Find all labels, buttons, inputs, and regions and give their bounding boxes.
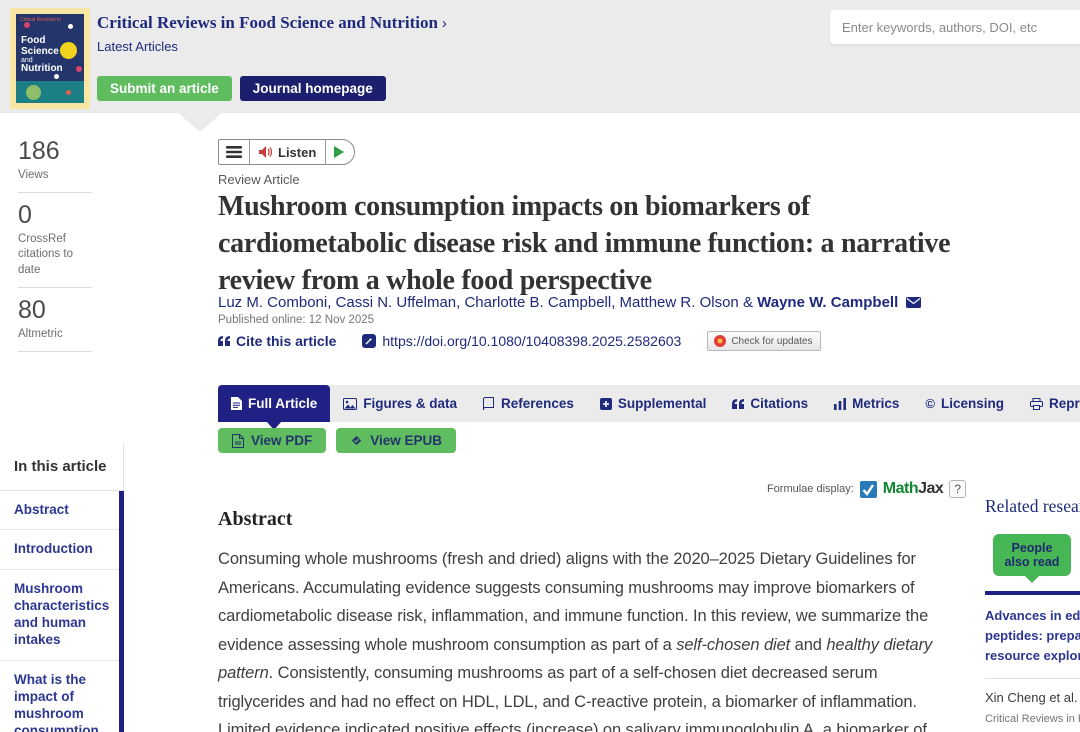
toc-item-mushroom-characteristics[interactable]: Mushroom characteristics and human intak… xyxy=(0,570,119,661)
tab-figures-data[interactable]: Figures & data xyxy=(330,385,470,422)
chevron-right-icon: › xyxy=(441,15,447,32)
related-article-link[interactable]: Advances in edible peptides: preparation… xyxy=(985,608,1080,664)
divider xyxy=(985,678,1080,680)
submit-article-button[interactable]: Submit an article xyxy=(97,76,232,101)
cover-dot xyxy=(66,90,71,95)
people-also-read-tab[interactable]: People also read xyxy=(993,534,1071,583)
authors[interactable]: Luz M. Comboni, Cassi N. Uffelman, Charl… xyxy=(218,294,739,311)
article-metrics: 186 Views 0 CrossRef citations to date 8… xyxy=(18,137,92,361)
cover-dot xyxy=(68,24,73,29)
views-label: Views xyxy=(18,166,92,194)
cover-dot xyxy=(60,42,77,59)
cover-dot xyxy=(24,22,30,28)
published-date: Published online: 12 Nov 2025 xyxy=(218,314,375,326)
formulae-display-control: Formulae display: MathJax ? xyxy=(218,480,966,498)
crossref-count: 0 xyxy=(18,201,32,230)
toc-list: Abstract Introduction Mushroom character… xyxy=(0,491,124,732)
plus-icon xyxy=(599,397,612,410)
bar-chart-icon xyxy=(834,397,847,410)
related-research-rail: Related research People also read Advanc… xyxy=(985,496,1080,732)
related-research-heading: Related research xyxy=(985,496,1080,516)
view-epub-button[interactable]: View EPUB xyxy=(336,428,457,453)
toc-item-abstract[interactable]: Abstract xyxy=(0,491,119,531)
tab-full-article[interactable]: Full Article xyxy=(218,385,331,430)
doi-link[interactable]: https://doi.org/10.1080/10408398.2025.25… xyxy=(362,333,681,349)
altmetric-label: Altmetric xyxy=(18,325,92,353)
quote-icon xyxy=(218,336,230,346)
epub-icon xyxy=(352,435,362,446)
related-article-authors: Xin Cheng et al. xyxy=(985,690,1078,706)
hamburger-icon xyxy=(226,146,242,158)
listen-button[interactable]: Listen xyxy=(250,140,327,164)
related-article-journal: Critical Reviews in Food Science and Nut… xyxy=(985,713,1080,726)
journal-title: Critical Reviews in Food Science and Nut… xyxy=(97,13,438,32)
pdf-icon xyxy=(232,433,244,448)
article-title: Mushroom consumption impacts on biomarke… xyxy=(218,191,951,297)
mathjax-help-button[interactable]: ? xyxy=(949,480,966,498)
play-icon xyxy=(334,146,345,158)
doi-icon xyxy=(362,334,377,348)
formulae-label: Formulae display: xyxy=(766,483,854,495)
corresponding-author-link[interactable]: Wayne W. Campbell xyxy=(757,294,899,311)
altmetric-count: 80 xyxy=(18,296,46,325)
toc-item-impact-biomarkers[interactable]: What is the impact of mushroom consumpti… xyxy=(14,671,99,732)
listen-menu-button[interactable] xyxy=(219,140,250,164)
cover-dot xyxy=(54,74,59,79)
tab-reprints-permissions[interactable]: Reprints & Permissions xyxy=(1017,385,1080,422)
speaker-icon xyxy=(259,146,273,158)
latest-articles-link[interactable]: Latest Articles xyxy=(97,39,178,54)
printer-icon xyxy=(1030,397,1044,410)
search-input[interactable] xyxy=(830,10,1080,44)
related-article-card: Advances in edible peptides: preparation… xyxy=(985,591,1080,732)
cover-dot xyxy=(76,66,82,72)
article-type-label: Review Article xyxy=(218,172,300,187)
email-icon[interactable] xyxy=(906,297,922,308)
cite-this-article-link[interactable]: Cite this article xyxy=(218,333,336,349)
crossmark-icon xyxy=(714,335,727,347)
mathjax-logo[interactable]: MathJax xyxy=(882,480,944,497)
check-for-updates-button[interactable]: Check for updates xyxy=(707,331,822,351)
document-icon xyxy=(231,397,242,410)
toc-item-introduction[interactable]: Introduction xyxy=(0,530,119,570)
header-pointer xyxy=(178,113,222,132)
copyright-icon: © xyxy=(925,396,935,411)
cover-title: Food Science and Nutrition xyxy=(21,35,63,75)
tab-references[interactable]: References xyxy=(470,385,587,422)
book-icon xyxy=(483,397,495,410)
journal-cover-art: Critical Reviews in Food Science and Nut… xyxy=(16,14,84,103)
listen-label: Listen xyxy=(278,144,317,160)
in-this-article-sidebar: In this article Abstract Introduction Mu… xyxy=(0,443,124,732)
tab-licensing[interactable]: © Licensing xyxy=(925,396,1005,411)
quote-icon xyxy=(732,398,745,409)
image-icon xyxy=(343,397,358,410)
journal-homepage-button[interactable]: Journal homepage xyxy=(239,76,386,101)
cover-dot xyxy=(26,85,41,100)
tab-metrics[interactable]: Metrics xyxy=(821,385,912,422)
toc-heading: In this article xyxy=(0,443,124,491)
tab-supplemental[interactable]: Supplemental xyxy=(587,385,720,422)
view-pdf-button[interactable]: View PDF xyxy=(218,428,327,453)
author-list[interactable]: Luz M. Comboni, Cassi N. Uffelman, Charl… xyxy=(218,294,922,311)
journal-cover[interactable]: Critical Reviews in Food Science and Nut… xyxy=(10,8,90,109)
listen-widget[interactable]: Listen xyxy=(218,139,356,165)
abstract-heading: Abstract xyxy=(218,508,293,530)
abstract-text: Consuming whole mushrooms (fresh and dri… xyxy=(218,550,933,732)
ampersand: & xyxy=(742,294,753,311)
article-tab-bar: Full Article Figures & data References S… xyxy=(218,385,1080,430)
cover-top-label: Critical Reviews in xyxy=(20,17,61,23)
crossref-label: CrossRef citations to date xyxy=(18,230,92,289)
views-count: 186 xyxy=(18,137,60,165)
tab-citations[interactable]: Citations xyxy=(719,385,821,422)
mathjax-checkbox[interactable] xyxy=(859,480,877,498)
play-button[interactable] xyxy=(326,146,354,158)
journal-title-link[interactable]: Critical Reviews in Food Science and Nut… xyxy=(97,13,447,33)
